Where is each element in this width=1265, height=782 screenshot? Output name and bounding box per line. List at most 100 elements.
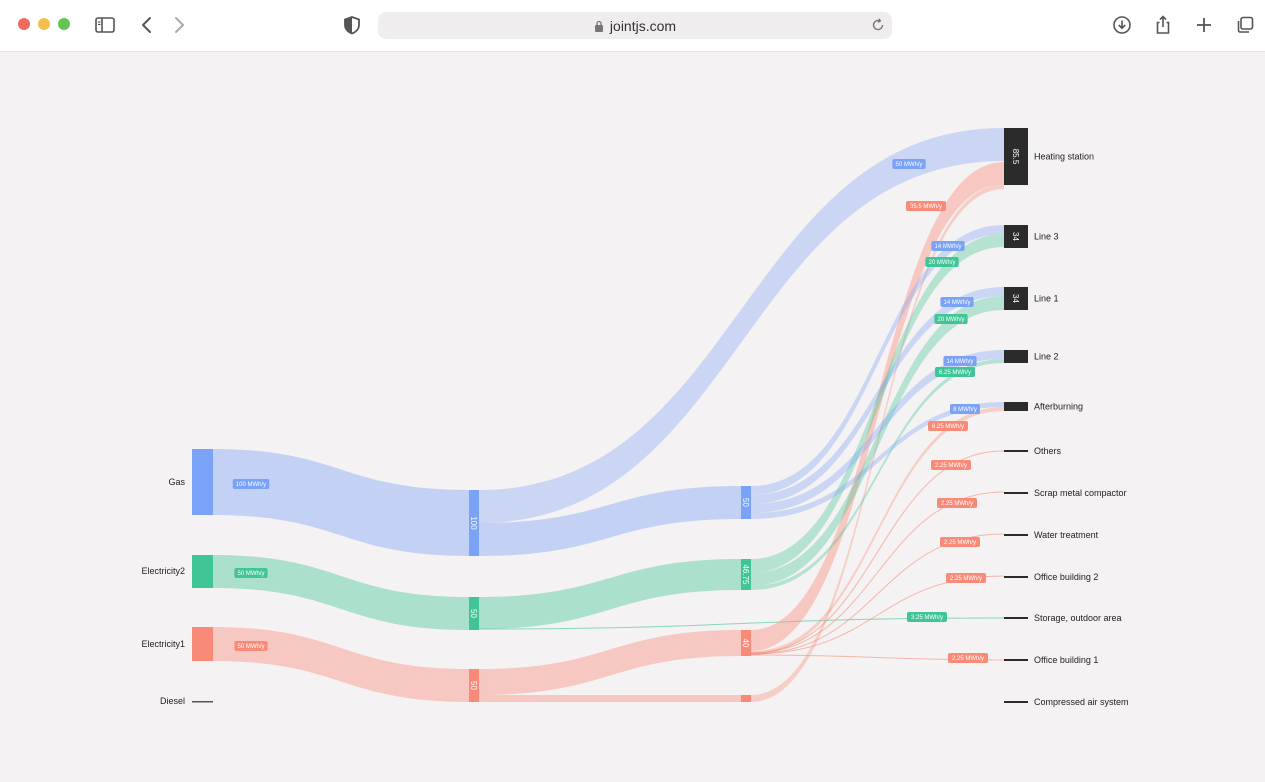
intermediate-label-1: 50 xyxy=(469,609,478,618)
node-electricity1 xyxy=(192,627,213,661)
target-node-9 xyxy=(1004,617,1028,619)
target-label-10: Office building 1 xyxy=(1034,655,1098,665)
target-label-1: Line 3 xyxy=(1034,232,1059,242)
flow-badge-15-bg xyxy=(948,653,988,663)
address-bar[interactable]: jointjs.com xyxy=(378,12,892,39)
flow-badge-6: 14 MWh/y xyxy=(946,359,973,365)
privacy-shield-icon[interactable] xyxy=(340,13,364,37)
sankey-diagram: Gas Electricity2 Electricity1 Diesel 100 MWh… xyxy=(0,52,1265,782)
target-value-1: 34 xyxy=(1011,232,1020,241)
node-gas xyxy=(192,449,213,515)
badge-elec2-source-bg xyxy=(234,568,268,578)
target-label-11: Compressed air system xyxy=(1034,697,1129,707)
flow-gas-to-mid2 xyxy=(479,486,741,556)
minimize-window-button[interactable] xyxy=(38,18,50,30)
flow-badge-2-bg xyxy=(931,241,965,251)
source-label-0: Gas xyxy=(168,477,185,487)
target-node-0 xyxy=(1004,128,1028,185)
downloads-icon[interactable] xyxy=(1110,13,1134,37)
forward-arrow-icon[interactable] xyxy=(167,13,191,37)
intermediate-label-3: 50 xyxy=(741,498,750,507)
intermediate-label-0: 100 xyxy=(469,516,478,530)
flow-badge-12: 2.25 MWh/y xyxy=(944,540,976,546)
sidebar-toggle-icon[interactable] xyxy=(93,13,117,37)
flow-elec2-to-mid2 xyxy=(479,559,741,629)
intermediate-label-2: 50 xyxy=(469,681,478,690)
address-url: jointjs.com xyxy=(609,17,677,34)
target-value-2: 34 xyxy=(1011,294,1020,303)
flow-gas-to-line2 xyxy=(751,350,1004,513)
flow-elec1-to-mid2-small xyxy=(479,695,741,702)
zoom-window-button[interactable] xyxy=(58,18,70,30)
lock-icon xyxy=(594,20,603,32)
target-label-9: Storage, outdoor area xyxy=(1034,613,1122,623)
target-label-3: Line 2 xyxy=(1034,352,1059,362)
target-node-2 xyxy=(1004,287,1028,310)
flow-elec2-to-line1 xyxy=(751,296,1004,586)
reload-icon[interactable] xyxy=(870,17,886,33)
flow-badge-10-bg xyxy=(931,460,971,470)
source-label-2: Electricity1 xyxy=(141,639,185,649)
target-label-2: Line 1 xyxy=(1034,294,1059,304)
node-diesel xyxy=(192,701,213,703)
flow-elec1-to-afterburning xyxy=(751,407,1004,655)
flow-badge-10: 2.25 MWh/y xyxy=(935,463,967,469)
intermediate-node-4 xyxy=(741,559,751,590)
flow-badge-9: 6.25 MWh/y xyxy=(932,424,964,430)
flow-badge-12-bg xyxy=(940,537,980,547)
intermediate-label-5: 40 xyxy=(741,639,750,648)
flow-gas-to-afterburning xyxy=(751,402,1004,519)
intermediate-node-small xyxy=(741,695,751,702)
flow-elec2-to-line3 xyxy=(751,234,1004,573)
flow-badge-13: 2.25 MWh/y xyxy=(950,576,982,582)
intermediate-node-5 xyxy=(741,630,751,656)
intermediate-node-1 xyxy=(469,597,479,630)
target-node-4 xyxy=(1004,402,1028,411)
flow-badge-6-bg xyxy=(943,356,977,366)
target-node-11 xyxy=(1004,701,1028,703)
flow-badge-7: 6.25 MWh/y xyxy=(939,370,971,376)
flow-badge-5: 20 MWh/y xyxy=(937,317,964,323)
target-node-8 xyxy=(1004,576,1028,578)
badge-gas-source-bg xyxy=(232,479,270,489)
flow-elec2-to-mid xyxy=(213,555,469,630)
flow-badge-13-bg xyxy=(946,573,986,583)
intermediate-node-2 xyxy=(469,669,479,702)
target-label-5: Others xyxy=(1034,446,1062,456)
flow-elec1-to-mid xyxy=(213,627,469,702)
source-label-1: Electricity2 xyxy=(141,566,185,576)
flow-badge-11: 2.25 MWh/y xyxy=(941,501,973,507)
flow-gas-to-line3 xyxy=(751,225,1004,495)
flow-badge-1-bg xyxy=(906,201,946,211)
source-label-3: Diesel xyxy=(160,696,185,706)
flow-badge-5-bg xyxy=(934,314,968,324)
back-arrow-icon[interactable] xyxy=(135,13,159,37)
target-node-5 xyxy=(1004,450,1028,452)
target-node-10 xyxy=(1004,659,1028,661)
tab-overview-icon[interactable] xyxy=(1233,13,1257,37)
badge-elec1-source: 50 MWh/y xyxy=(237,644,264,650)
flow-badge-8: 8 MWh/y xyxy=(953,407,977,413)
intermediate-node-0 xyxy=(469,490,479,556)
flow-badge-3-bg xyxy=(925,257,959,267)
close-window-button[interactable] xyxy=(18,18,30,30)
target-node-7 xyxy=(1004,534,1028,536)
browser-toolbar: jointjs.com xyxy=(0,0,1265,52)
sankey-svg: Gas Electricity2 Electricity1 Diesel 100 MWh… xyxy=(141,128,1129,707)
flow-badge-0-bg xyxy=(892,159,926,169)
intermediate-label-4: 46.75 xyxy=(741,564,750,585)
flow-badge-14-bg xyxy=(907,612,947,622)
badge-gas-source: 100 MWh/y xyxy=(236,482,266,488)
flow-badge-0: 50 MWh/y xyxy=(895,162,922,168)
badge-elec1-source-bg xyxy=(234,641,268,651)
new-tab-icon[interactable] xyxy=(1192,13,1216,37)
flow-gas-to-line1 xyxy=(751,287,1004,504)
flow-badge-4-bg xyxy=(940,297,974,307)
target-node-6 xyxy=(1004,492,1028,494)
intermediate-node-3 xyxy=(741,486,751,519)
target-label-8: Office building 2 xyxy=(1034,572,1098,582)
flow-elec1-to-heating-small xyxy=(751,184,1004,702)
share-icon[interactable] xyxy=(1151,13,1175,37)
flow-badge-2: 14 MWh/y xyxy=(934,244,961,250)
flow-elec2-to-line2 xyxy=(751,359,1004,590)
